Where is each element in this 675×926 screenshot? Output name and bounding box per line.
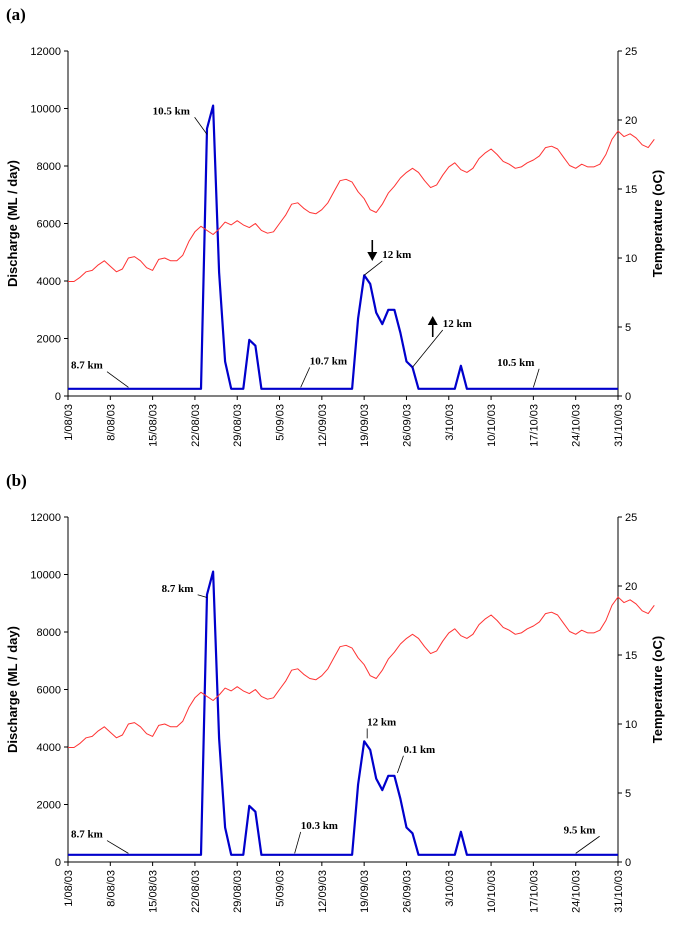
y-tick-label: 0 xyxy=(55,391,61,403)
discharge-series-line xyxy=(68,104,618,390)
y-tick-label: 4000 xyxy=(37,742,61,754)
y2-axis-title: Temperature (oC) xyxy=(650,636,665,743)
x-tick-label: 31/10/03 xyxy=(613,870,625,913)
annotation-leader-line xyxy=(412,329,444,368)
annotation-leader-line xyxy=(106,371,129,388)
y2-tick-label: 25 xyxy=(625,512,637,524)
annotation-leader-line xyxy=(106,840,129,854)
chart-svg: (b) 0 2000 4000 6000 8000 10000 12000 0 5 10 15 20 25… xyxy=(5,471,665,913)
x-tick-label: 1/08/03 xyxy=(63,404,75,441)
x-tick-label: 12/09/03 xyxy=(317,870,329,913)
y2-tick-label: 5 xyxy=(625,322,631,334)
chart-panel-a: (a) 0 2000 4000 6000 8000 10000 12000 0 5 10 15 20 25… xyxy=(0,0,675,460)
temperature-series-line xyxy=(68,596,655,748)
annotation-leader-line xyxy=(197,594,208,598)
annotation-label: 8.7 km xyxy=(162,583,194,595)
arrow-up-icon xyxy=(427,316,438,325)
x-tick-label: 17/10/03 xyxy=(528,404,540,447)
arrow-down-icon xyxy=(367,252,378,261)
annotation-label: 10.5 km xyxy=(153,105,190,117)
annotation-label: 10.3 km xyxy=(301,820,338,832)
x-tick-label: 10/10/03 xyxy=(486,404,498,447)
annotation-label: 8.7 km xyxy=(71,360,103,372)
y2-tick-label: 10 xyxy=(625,253,637,265)
y2-axis-title: Temperature (oC) xyxy=(650,170,665,277)
x-tick-label: 8/08/03 xyxy=(105,404,117,441)
x-tick-label: 8/08/03 xyxy=(105,870,117,907)
y-tick-label: 6000 xyxy=(37,685,61,697)
y2-tick-label: 25 xyxy=(625,46,637,58)
annotation-label: 9.5 km xyxy=(564,824,596,836)
y-axis-title: Discharge (ML / day) xyxy=(5,160,20,287)
y2-tick-label: 20 xyxy=(625,581,637,593)
panel-label: (a) xyxy=(6,5,26,24)
annotation-label: 12 km xyxy=(443,318,472,330)
x-tick-label: 10/10/03 xyxy=(486,870,498,913)
y-tick-label: 10000 xyxy=(30,104,61,116)
annotation-label: 8.7 km xyxy=(71,829,103,841)
chart-panel-b: (b) 0 2000 4000 6000 8000 10000 12000 0 5 10 15 20 25… xyxy=(0,466,675,926)
discharge-series-line xyxy=(68,570,618,856)
annotation-leader-line xyxy=(294,831,302,854)
annotation-leader-line xyxy=(300,367,311,388)
y2-tick-label: 20 xyxy=(625,115,637,127)
y2-tick-label: 0 xyxy=(625,857,631,869)
annotation-label: 10.7 km xyxy=(310,355,347,367)
y-tick-label: 8000 xyxy=(37,627,61,639)
x-tick-label: 26/09/03 xyxy=(401,870,413,913)
x-tick-label: 22/08/03 xyxy=(190,404,202,447)
annotation-leader-line xyxy=(575,835,600,854)
x-tick-label: 15/08/03 xyxy=(148,870,160,913)
annotation-leader-line xyxy=(533,368,540,388)
y2-tick-label: 0 xyxy=(625,391,631,403)
y-tick-label: 6000 xyxy=(37,219,61,231)
x-tick-label: 5/09/03 xyxy=(275,870,287,907)
annotation-label: 10.5 km xyxy=(497,357,534,369)
x-tick-label: 24/10/03 xyxy=(571,404,583,447)
x-tick-label: 1/08/03 xyxy=(63,870,75,907)
annotation-leader-line xyxy=(363,260,383,276)
annotation-label: 0.1 km xyxy=(403,744,435,756)
x-tick-label: 3/10/03 xyxy=(444,870,456,907)
x-tick-label: 29/08/03 xyxy=(232,870,244,913)
y-tick-label: 4000 xyxy=(37,276,61,288)
x-tick-label: 31/10/03 xyxy=(613,404,625,447)
annotation-label: 12 km xyxy=(382,249,411,261)
x-tick-label: 22/08/03 xyxy=(190,870,202,913)
x-tick-label: 3/10/03 xyxy=(444,404,456,441)
annotation-leader-line xyxy=(194,117,208,135)
x-tick-label: 26/09/03 xyxy=(401,404,413,447)
y-tick-label: 2000 xyxy=(37,334,61,346)
x-tick-label: 24/10/03 xyxy=(571,870,583,913)
x-tick-label: 19/09/03 xyxy=(359,404,371,447)
y2-tick-label: 10 xyxy=(625,719,637,731)
y-tick-label: 8000 xyxy=(37,161,61,173)
y-axis-title: Discharge (ML / day) xyxy=(5,626,20,753)
temperature-series-line xyxy=(68,130,655,282)
y-tick-label: 12000 xyxy=(30,512,61,524)
x-tick-label: 17/10/03 xyxy=(528,870,540,913)
annotation-leader-line xyxy=(397,755,404,774)
y2-tick-label: 15 xyxy=(625,650,637,662)
annotation-label: 12 km xyxy=(367,716,396,728)
y2-tick-label: 5 xyxy=(625,788,631,800)
chart-svg: (a) 0 2000 4000 6000 8000 10000 12000 0 5 10 15 20 25… xyxy=(5,5,665,447)
x-tick-label: 12/09/03 xyxy=(317,404,329,447)
y2-tick-label: 15 xyxy=(625,184,637,196)
y-tick-label: 0 xyxy=(55,857,61,869)
panel-label: (b) xyxy=(6,471,27,490)
x-tick-label: 5/09/03 xyxy=(275,404,287,441)
x-tick-label: 15/08/03 xyxy=(148,404,160,447)
y-tick-label: 10000 xyxy=(30,570,61,582)
y-tick-label: 2000 xyxy=(37,800,61,812)
y-tick-label: 12000 xyxy=(30,46,61,58)
x-tick-label: 29/08/03 xyxy=(232,404,244,447)
x-tick-label: 19/09/03 xyxy=(359,870,371,913)
